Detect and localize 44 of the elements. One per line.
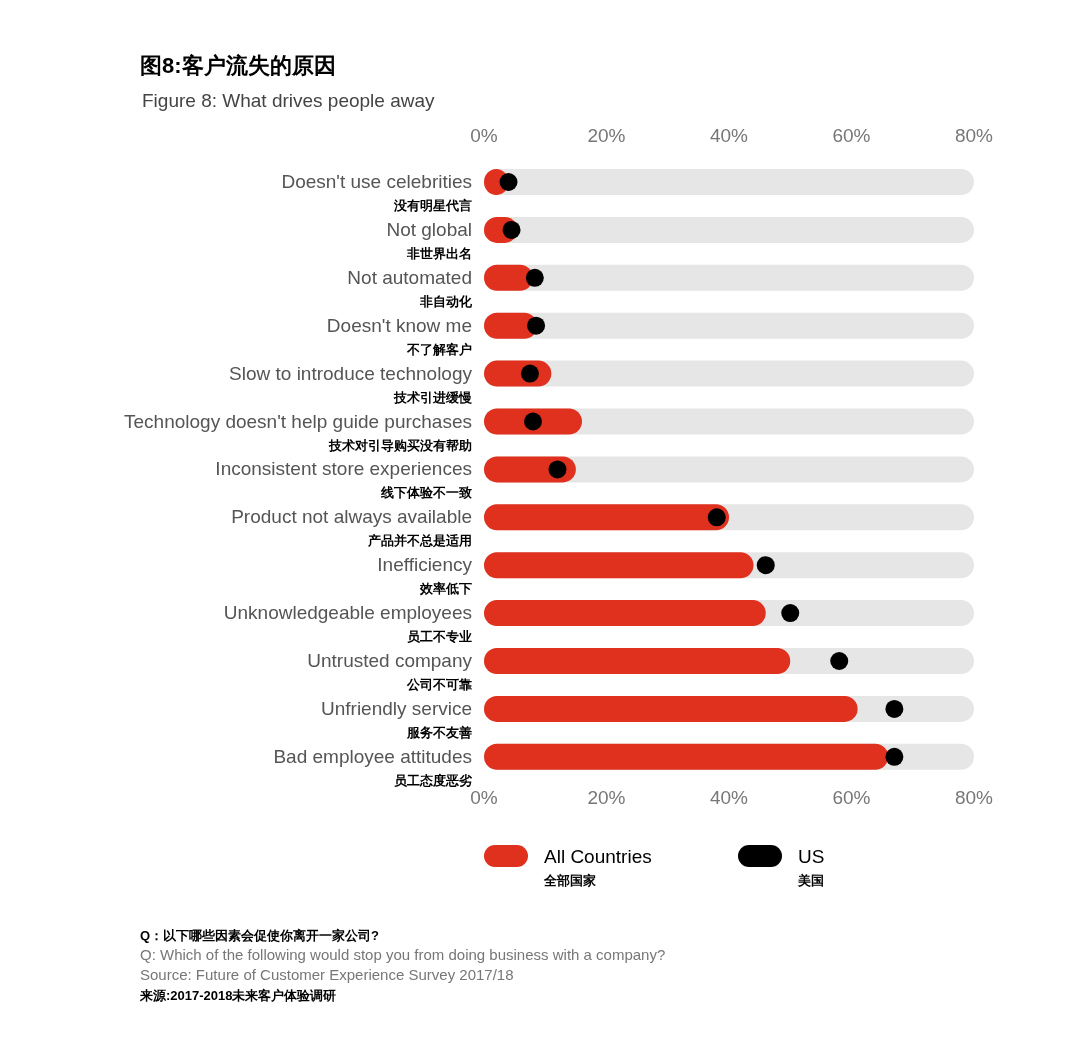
y-tick-label: Product not always available 产品并不总是适用 bbox=[231, 506, 472, 549]
legend-label: US 美国 bbox=[797, 846, 825, 888]
y-tick-label: Inefficiency 效率低下 bbox=[377, 554, 473, 597]
source-note: 来源:2017-2018未来客户体验调研 bbox=[139, 988, 337, 1003]
x-tick-label: 40% bbox=[709, 787, 749, 808]
point bbox=[499, 173, 518, 191]
point bbox=[707, 508, 726, 527]
source-note: Source: Future of Customer Experience Survey 2017/18 bbox=[140, 966, 514, 983]
y-tick-label: Bad employee attitudes 员工态度恶劣 bbox=[273, 745, 473, 788]
x2-tick-label: 80% bbox=[954, 125, 994, 146]
text: Q：以下哪些因素会促使你离开一家公司? bbox=[140, 928, 380, 943]
point bbox=[502, 220, 521, 239]
point bbox=[885, 699, 904, 718]
x-tick-label: 80% bbox=[954, 787, 994, 808]
x2-tick-label: 60% bbox=[832, 125, 871, 146]
point bbox=[525, 268, 544, 287]
y-tick-label: Unfriendly service 服务不友善 bbox=[321, 697, 472, 740]
point bbox=[781, 604, 800, 623]
text: Q: Which of the following would stop you from doing business with a company? bbox=[140, 946, 666, 963]
y-tick-label: Untrusted company 公司不可靠 bbox=[307, 650, 473, 692]
x2-tick-label: 0% bbox=[470, 125, 498, 146]
y-tick-label: Not global 非世界出名 bbox=[386, 218, 472, 261]
x2-tick-label: 40% bbox=[709, 125, 749, 146]
x2-tick-label: 20% bbox=[587, 125, 626, 146]
point bbox=[524, 412, 542, 431]
point bbox=[830, 652, 849, 670]
point bbox=[756, 556, 775, 575]
legend-label: All Countries 全部国家 bbox=[543, 846, 652, 888]
point bbox=[520, 364, 539, 383]
y-tick-label: Inconsistent store experiences 线下体验不一致 bbox=[215, 458, 472, 501]
y-tick-label: Doesn't use celebrities 没有明星代言 bbox=[281, 171, 472, 213]
point bbox=[885, 747, 904, 766]
x-tick-label: 0% bbox=[470, 787, 498, 808]
text: Figure 8: What drives people away bbox=[142, 90, 436, 111]
y-tick-label: Doesn't know me 不了解客户 bbox=[326, 314, 472, 357]
point bbox=[548, 460, 567, 479]
x-tick-label: 60% bbox=[832, 787, 871, 808]
y-tick-label: Technology doesn't help guide purchases 技术对引导购买没有帮助 bbox=[124, 410, 472, 453]
text: 图8:客户流失的原因 bbox=[140, 53, 336, 78]
y-tick-label: Slow to introduce technology 技术引进缓慢 bbox=[229, 362, 473, 405]
x-tick-label: 20% bbox=[587, 787, 626, 808]
y-tick-label: Not automated 非自动化 bbox=[347, 266, 473, 309]
y-tick-label: Unknowledgeable employees 员工不专业 bbox=[223, 602, 472, 645]
point bbox=[527, 316, 546, 335]
